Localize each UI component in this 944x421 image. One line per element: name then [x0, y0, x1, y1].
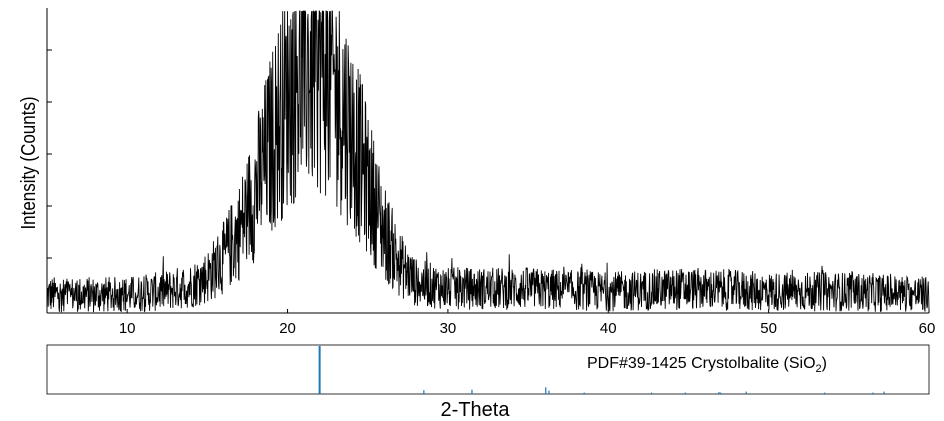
- x-axis-label: 2-Theta: [441, 399, 511, 421]
- x-tick-label: 60: [919, 320, 936, 337]
- xrd-series-line: [46, 10, 930, 313]
- x-axis-ticks: 10 20 30 40 50 60: [119, 309, 936, 337]
- x-tick-label: 20: [279, 320, 296, 337]
- reference-pattern-plot: PDF#39-1425 Crystolbalite (SiO2) 2-Theta: [46, 344, 930, 421]
- y-axis-label: Intensity (Counts): [17, 96, 40, 229]
- reference-label-subscript: 2: [816, 363, 822, 375]
- y-axis-ticks: [47, 49, 52, 259]
- xrd-pattern-plot: 10 20 30 40 50 60 Intensity (Counts): [17, 8, 936, 337]
- reference-peaks: [318, 346, 885, 394]
- x-tick-label: 40: [600, 320, 617, 337]
- x-tick-label: 10: [119, 320, 136, 337]
- reference-label: PDF#39-1425 Crystolbalite (SiO2): [587, 355, 827, 375]
- x-tick-label: 50: [760, 320, 777, 337]
- reference-plot-frame: [46, 344, 930, 395]
- reference-label-text: PDF#39-1425 Crystolbalite (SiO: [587, 355, 816, 372]
- x-tick-label: 30: [440, 320, 457, 337]
- reference-label-close: ): [822, 355, 827, 372]
